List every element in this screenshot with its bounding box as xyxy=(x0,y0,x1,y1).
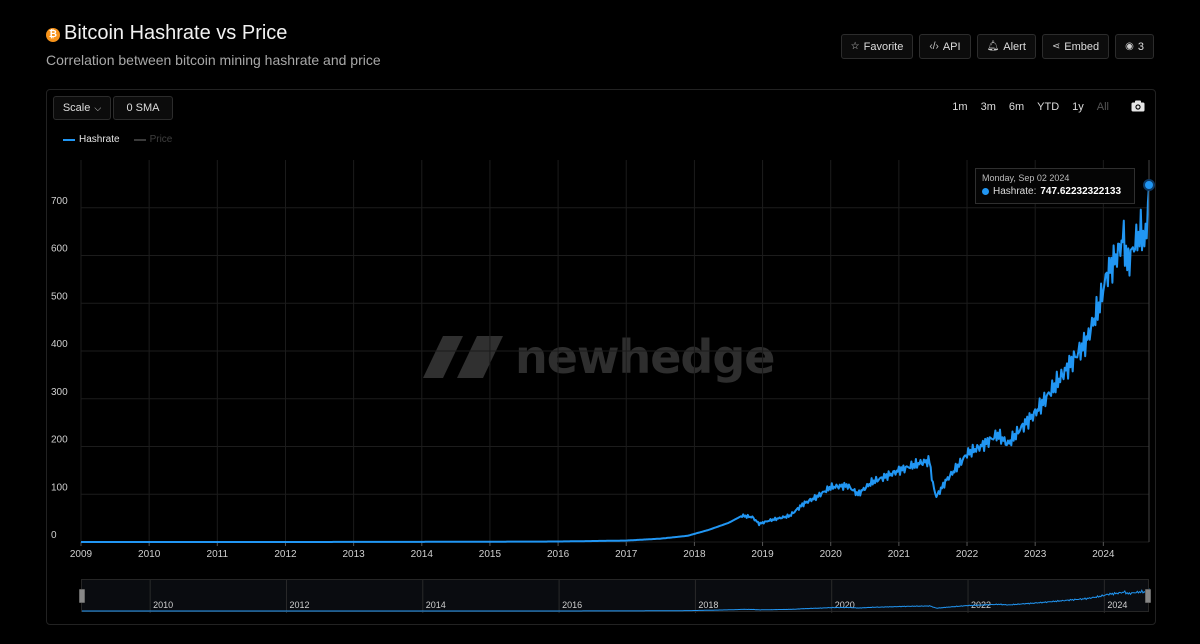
legend-label: Price xyxy=(149,134,173,145)
range-all[interactable]: All xyxy=(1096,101,1109,113)
sma-button[interactable]: 0 SMA xyxy=(113,96,173,120)
bitcoin-icon: ₿ xyxy=(46,28,60,42)
x-tick-label: 2012 xyxy=(274,549,297,560)
navigator-left-handle[interactable] xyxy=(79,589,85,603)
page-title: Bitcoin Hashrate vs Price xyxy=(64,22,288,44)
x-tick-label: 2015 xyxy=(479,549,502,560)
navigator-chart: 2010 2012 2014 2016 2018 2020 2022 2024 xyxy=(82,580,1151,613)
x-tick-label: 2022 xyxy=(956,549,979,560)
legend-item-hashrate[interactable]: Hashrate xyxy=(63,134,120,145)
navigator[interactable]: 2010 2012 2014 2016 2018 2020 2022 2024 xyxy=(79,579,1151,613)
alert-label: Alert xyxy=(1003,40,1026,53)
code-icon: ‹/› xyxy=(929,41,939,52)
range-ytd[interactable]: YTD xyxy=(1037,101,1060,113)
navigator-tick-label: 2020 xyxy=(835,600,855,610)
navigator-tick-label: 2014 xyxy=(426,600,446,610)
range-3m[interactable]: 3m xyxy=(980,101,996,113)
bell-icon: 🔔︎ xyxy=(986,41,1000,52)
star-icon: ☆ xyxy=(850,41,860,52)
favorite-label: Favorite xyxy=(863,40,904,53)
x-tick-label: 2019 xyxy=(751,549,774,560)
action-bar: ☆ Favorite ‹/› API 🔔︎ Alert ⋖ Embed ◉ 3 xyxy=(840,34,1154,59)
x-tick-label: 2020 xyxy=(820,549,843,560)
page-subtitle: Correlation between bitcoin mining hashr… xyxy=(46,52,381,68)
views-button[interactable]: ◉ 3 xyxy=(1115,34,1154,59)
tooltip-row: Hashrate: 747.62232322133 xyxy=(982,186,1128,197)
legend-swatch xyxy=(63,138,75,141)
navigator-series-line xyxy=(82,588,1151,612)
x-tick-label: 2016 xyxy=(547,549,570,560)
alert-button[interactable]: 🔔︎ Alert xyxy=(976,34,1036,59)
tooltip-date: Monday, Sep 02 2024 xyxy=(982,173,1070,183)
y-tick-label: 200 xyxy=(51,435,68,446)
range-1y[interactable]: 1y xyxy=(1072,101,1084,113)
x-tick-label: 2017 xyxy=(615,549,638,560)
x-tick-label: 2009 xyxy=(70,549,93,560)
y-tick-label: 0 xyxy=(51,530,57,541)
scale-dropdown[interactable]: Scale ⌵ xyxy=(53,96,111,120)
x-tick-label: 2010 xyxy=(138,549,161,560)
range-selector: 1m 3m 6m YTD 1y All xyxy=(952,101,1109,113)
eye-icon: ◉ xyxy=(1125,41,1134,52)
tooltip-series-label: Hashrate: xyxy=(993,186,1037,197)
legend-swatch xyxy=(133,138,146,141)
x-tick-label: 2023 xyxy=(1024,549,1047,560)
tooltip-value: 747.62232322133 xyxy=(1040,186,1121,197)
x-tick-label: 2014 xyxy=(411,549,434,560)
y-tick-label: 700 xyxy=(51,196,68,207)
navigator-tick-label: 2010 xyxy=(153,600,173,610)
tooltip-series-dot xyxy=(982,188,989,195)
x-tick-label: 2021 xyxy=(888,549,911,560)
y-tick-label: 300 xyxy=(51,387,68,398)
legend-item-price[interactable]: Price xyxy=(133,134,173,145)
legend-label: Hashrate xyxy=(79,134,120,145)
newhedge-logo-icon xyxy=(423,336,503,378)
embed-label: Embed xyxy=(1064,40,1100,53)
series-line-hashrate[interactable] xyxy=(81,184,1150,543)
navigator-tick-label: 2016 xyxy=(562,600,582,610)
navigator-tick-label: 2018 xyxy=(698,600,718,610)
chart-legend: Hashrate Price xyxy=(63,134,172,145)
favorite-button[interactable]: ☆ Favorite xyxy=(840,34,914,59)
range-6m[interactable]: 6m xyxy=(1008,101,1025,113)
embed-button[interactable]: ⋖ Embed xyxy=(1041,34,1110,59)
x-tick-label: 2018 xyxy=(683,549,706,560)
chevron-down-icon: ⌵ xyxy=(94,102,102,113)
api-button[interactable]: ‹/› API xyxy=(919,34,971,59)
y-tick-label: 600 xyxy=(51,244,68,255)
x-tick-label: 2024 xyxy=(1092,549,1115,560)
x-tick-label: 2013 xyxy=(342,549,365,560)
hover-marker xyxy=(1143,179,1155,192)
chart-tooltip: Monday, Sep 02 2024 Hashrate: 747.622323… xyxy=(975,168,1135,204)
chart-panel: Scale ⌵ 0 SMA 1m 3m 6m YTD 1y All Hashra… xyxy=(46,89,1156,625)
api-label: API xyxy=(942,40,961,53)
share-icon: ⋖ xyxy=(1051,41,1061,52)
scale-label: Scale xyxy=(62,102,91,114)
navigator-tick-label: 2024 xyxy=(1107,600,1127,610)
y-tick-label: 100 xyxy=(51,482,68,493)
camera-icon[interactable] xyxy=(1131,100,1145,112)
navigator-tick-label: 2012 xyxy=(289,600,309,610)
navigator-right-handle[interactable] xyxy=(1145,589,1151,603)
range-1m[interactable]: 1m xyxy=(952,101,968,113)
y-tick-label: 400 xyxy=(51,339,68,350)
sma-label: 0 SMA xyxy=(126,102,160,114)
y-tick-label: 500 xyxy=(51,291,68,302)
hashrate-chart: 0 100 200 300 400 500 600 700 2009 2010 2011 2012 20… xyxy=(51,160,1155,560)
x-tick-label: 2011 xyxy=(207,549,229,560)
views-count: 3 xyxy=(1137,40,1144,53)
